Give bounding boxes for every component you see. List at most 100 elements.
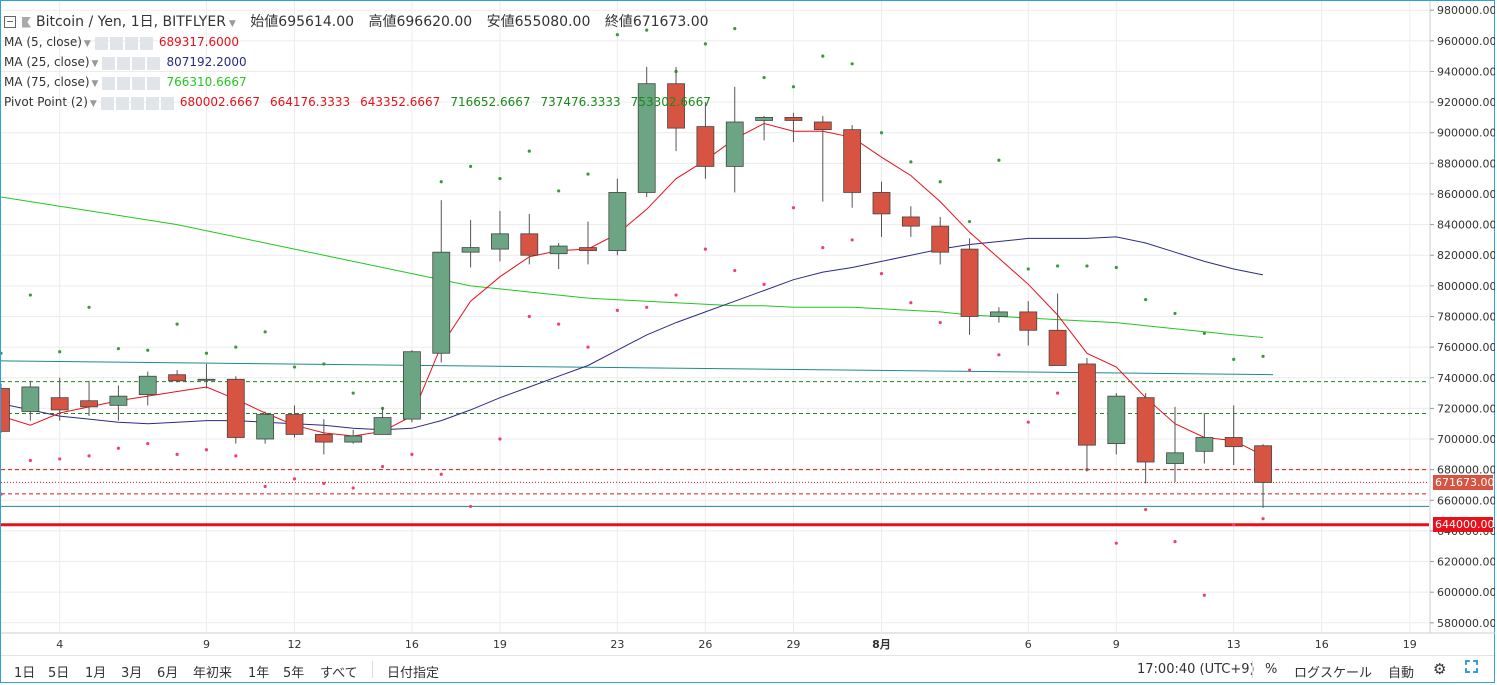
percent-toggle[interactable]: % xyxy=(1265,662,1278,677)
pivot-dot-support xyxy=(615,308,619,312)
chevron-down-icon[interactable]: ▼ xyxy=(91,59,99,69)
range-button[interactable]: 5日 xyxy=(48,666,70,681)
clock-display[interactable]: 17:00:40 (UTC+9) xyxy=(1137,662,1255,677)
eye-icon[interactable] xyxy=(102,76,116,90)
legend-row[interactable]: MA (75, close) ▼ 766310.6667 xyxy=(4,74,257,92)
candle-body xyxy=(50,397,69,411)
indicator-name[interactable]: MA (5, close) xyxy=(4,35,82,49)
settings-icon[interactable] xyxy=(117,56,131,70)
pivot-dot-resistance xyxy=(116,347,120,351)
candle-body xyxy=(432,251,451,354)
settings-icon[interactable] xyxy=(117,76,131,90)
pivot-dot-support xyxy=(1261,517,1265,521)
auto-scale-toggle[interactable]: 自動 xyxy=(1388,666,1415,681)
pivot-dot-support xyxy=(557,322,561,326)
fullscreen-icon[interactable] xyxy=(1465,660,1478,673)
candle xyxy=(226,376,245,444)
candle-body xyxy=(491,233,509,250)
source-icon[interactable] xyxy=(160,96,174,110)
settings-icon[interactable] xyxy=(109,36,123,50)
close-icon[interactable] xyxy=(147,76,161,90)
indicator-tools xyxy=(94,35,155,51)
pivot-dot-resistance xyxy=(557,189,561,193)
candle-body xyxy=(314,434,333,443)
pivot-dot-support xyxy=(1056,391,1060,395)
candle-body xyxy=(872,192,891,215)
pivot-dot-resistance xyxy=(967,219,972,224)
y-tick-label: 660000.00 xyxy=(1437,494,1495,507)
candle xyxy=(1048,293,1067,366)
candle-body xyxy=(1078,363,1096,446)
pivot-dot-resistance xyxy=(733,26,737,31)
candle xyxy=(784,112,803,142)
candle xyxy=(138,371,157,406)
pivot-dot-support xyxy=(498,437,502,441)
pivot-dot-resistance xyxy=(850,62,854,66)
log-scale-toggle[interactable]: ログスケール xyxy=(1294,666,1373,681)
indicator-name[interactable]: Pivot Point (2) xyxy=(4,95,88,109)
legend-row[interactable]: MA (25, close) ▼ 807192.2000 xyxy=(4,54,257,72)
plus-icon[interactable] xyxy=(132,56,146,70)
pivot-dot-resistance xyxy=(1,351,3,355)
y-tick-label: 680000.00 xyxy=(1437,464,1495,477)
plus-icon[interactable] xyxy=(132,76,146,90)
line-price-tag[interactable]: 644000.00 xyxy=(1433,517,1495,533)
close-icon[interactable] xyxy=(147,56,161,70)
range-button[interactable]: 5年 xyxy=(283,666,305,681)
pivot-dot-support xyxy=(527,314,531,319)
plus-icon[interactable] xyxy=(124,36,138,50)
candle-body xyxy=(990,311,1008,317)
candle xyxy=(344,429,363,444)
legend-row[interactable]: MA (5, close) ▼ 689317.6000 xyxy=(4,34,249,52)
y-tick-label: 880000.00 xyxy=(1437,157,1495,170)
range-button[interactable]: 3月 xyxy=(121,666,143,681)
pivot-dot-support xyxy=(175,452,179,456)
gear-icon[interactable]: ⚙ xyxy=(1433,660,1447,678)
range-button[interactable]: 6月 xyxy=(157,666,179,681)
pivot-dot-support xyxy=(1026,420,1030,424)
close-icon[interactable] xyxy=(139,36,153,50)
symbol-title[interactable]: Bitcoin / Yen, 1日, BITFLYER xyxy=(36,14,226,30)
x-tick-label: 26 xyxy=(698,638,712,651)
indicator-name[interactable]: MA (75, close) xyxy=(4,75,90,89)
chevron-down-icon[interactable]: ▼ xyxy=(83,39,91,49)
pivot-dot-support xyxy=(351,486,355,490)
candle xyxy=(432,200,451,363)
chevron-down-icon[interactable]: ▼ xyxy=(228,19,236,29)
candle-body xyxy=(843,129,862,193)
pivot-dot-resistance xyxy=(1085,264,1089,268)
candle-body xyxy=(1048,329,1067,366)
pivot-dot-support xyxy=(322,481,326,486)
eye-icon[interactable] xyxy=(100,96,114,110)
candle xyxy=(197,363,216,389)
candle-body xyxy=(813,121,832,131)
close-icon[interactable] xyxy=(145,96,159,110)
x-axis[interactable]: 4 9 12 16 19 23 26 29 8月 6 9 13 16 19 xyxy=(56,638,1417,651)
range-button[interactable]: 年初来 xyxy=(193,666,233,681)
plus-icon[interactable] xyxy=(130,96,144,110)
legend-row[interactable]: Pivot Point (2) ▼ 680002.6667 664176.3333 64… xyxy=(4,94,721,112)
y-axis[interactable]: 580000.00600000.00620000.00640000.006600… xyxy=(1430,4,1495,630)
settings-icon[interactable] xyxy=(115,96,129,110)
flag-icon[interactable] xyxy=(22,16,31,28)
y-tick-label: 980000.00 xyxy=(1437,4,1495,17)
candle-body xyxy=(608,192,627,252)
eye-icon[interactable] xyxy=(94,36,108,50)
range-button[interactable]: 1月 xyxy=(85,666,107,681)
toolbar-divider xyxy=(372,661,373,678)
eye-icon[interactable] xyxy=(102,56,116,70)
collapse-icon[interactable] xyxy=(4,16,16,28)
chevron-down-icon[interactable]: ▼ xyxy=(91,79,99,89)
pivot-dot-support xyxy=(703,247,708,251)
chevron-down-icon[interactable]: ▼ xyxy=(89,99,97,109)
range-button[interactable]: 1年 xyxy=(248,666,270,681)
x-tick-label: 9 xyxy=(1113,638,1120,651)
range-button[interactable]: すべて xyxy=(320,666,358,681)
indicator-name[interactable]: MA (25, close) xyxy=(4,55,90,69)
range-button[interactable]: 1日 xyxy=(14,666,36,681)
candle xyxy=(168,370,187,383)
pivot-dot-support xyxy=(1173,540,1177,544)
price-chart[interactable]: 580000.00600000.00620000.00640000.006600… xyxy=(1,1,1495,655)
candle-body xyxy=(285,414,304,435)
goto-date-button[interactable]: 日付指定 xyxy=(387,666,440,681)
